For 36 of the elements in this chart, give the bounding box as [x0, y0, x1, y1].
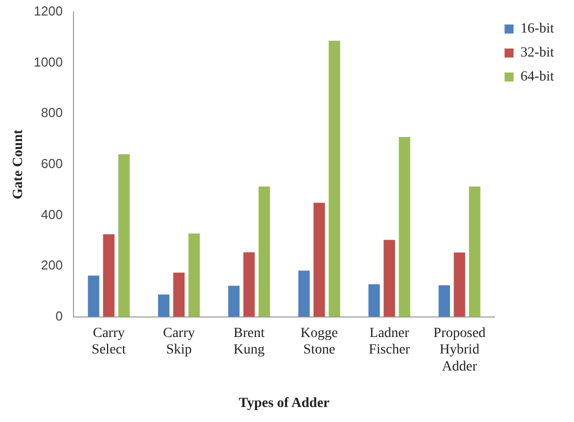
y-tick-label: 600 — [41, 156, 63, 171]
bar — [173, 272, 185, 317]
y-tick-label: 400 — [41, 206, 63, 222]
bar — [314, 202, 325, 317]
x-tick-label: Proposed Hybrid Adder — [433, 326, 486, 374]
bar — [88, 276, 100, 317]
legend-label: 32-bit — [520, 46, 554, 61]
bar — [118, 154, 130, 317]
bar — [438, 285, 450, 317]
y-tick-label: 1000 — [34, 54, 63, 70]
bar — [398, 136, 410, 317]
bar — [188, 233, 200, 317]
y-axis-title: Gate Count — [11, 129, 26, 200]
y-tick-label: 0 — [55, 308, 63, 324]
bar — [328, 40, 340, 317]
bar — [468, 186, 480, 317]
legend-label: 64-bit — [520, 70, 554, 85]
bar — [228, 286, 240, 317]
x-axis-title: Types of Adder — [238, 396, 330, 412]
bar — [103, 234, 114, 317]
bar — [454, 252, 466, 317]
y-tick-label: 1200 — [34, 4, 63, 19]
bar — [243, 252, 255, 317]
x-tick-label: Carry Select — [92, 326, 126, 358]
y-tick-label: 200 — [41, 258, 63, 273]
bar — [158, 294, 170, 317]
bar — [368, 284, 380, 317]
x-tick-label: Kogge Stone — [300, 326, 338, 358]
x-tick-label: Brent Kung — [234, 326, 265, 358]
x-tick-label: Ladner Fischer — [368, 326, 410, 358]
bar — [298, 270, 310, 317]
bar — [384, 240, 396, 317]
legend-label: 16-bit — [520, 22, 554, 37]
bar — [258, 186, 270, 317]
y-tick-label: 800 — [41, 105, 63, 120]
x-tick-label: Carry Skip — [162, 326, 195, 358]
